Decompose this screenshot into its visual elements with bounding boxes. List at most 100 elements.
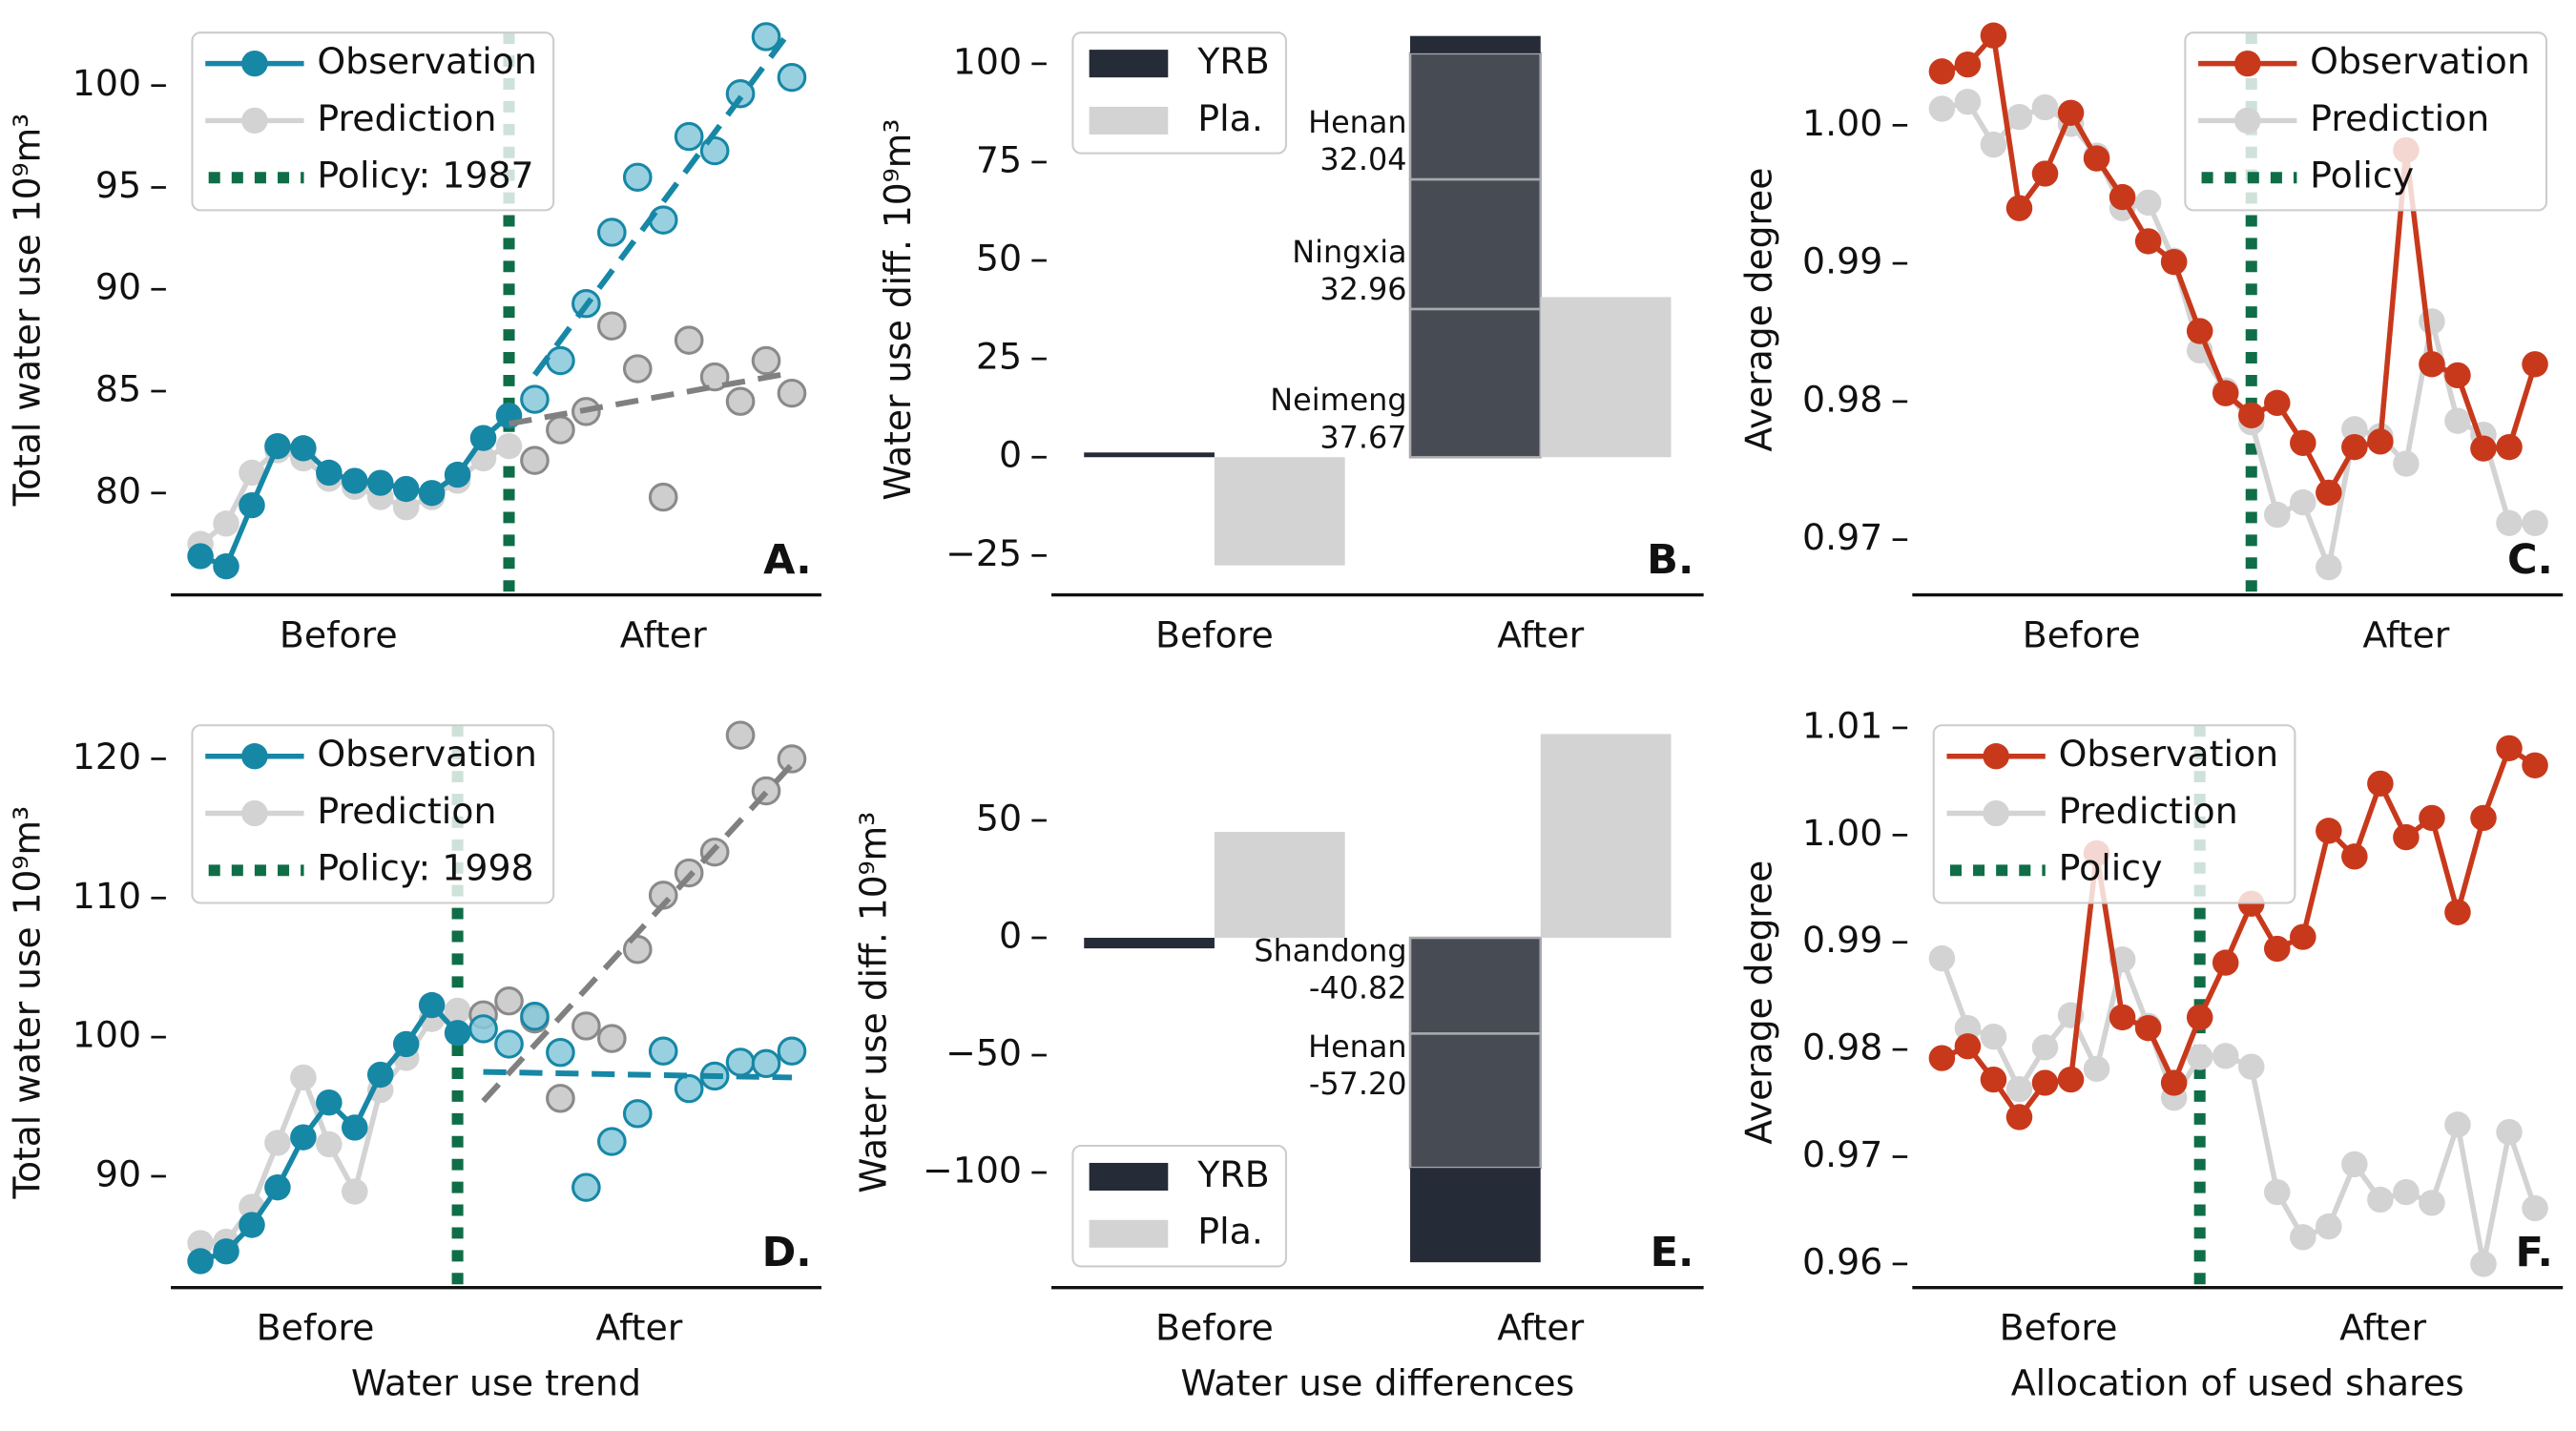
legend-marker [2233, 50, 2261, 77]
panel-label: D. [762, 1229, 812, 1276]
point [2522, 509, 2548, 536]
point [342, 1178, 368, 1205]
y-tick-label: 90 [95, 1153, 141, 1195]
point [725, 1047, 756, 1077]
point [777, 744, 807, 774]
legend-label: Prediction [317, 790, 496, 832]
y-axis-label: Water use diff. 10⁹m³ [852, 812, 894, 1193]
bar [1410, 1168, 1541, 1263]
point [366, 1061, 394, 1089]
point [342, 467, 368, 494]
panel-label: C. [2507, 536, 2553, 584]
point [699, 362, 730, 392]
point [1928, 95, 1956, 122]
legend-box [2184, 31, 2548, 212]
point [290, 1124, 317, 1151]
point [2083, 1055, 2110, 1083]
point [2316, 818, 2342, 844]
legend: Observation Prediction Policy: 1987 [191, 31, 555, 212]
panel-label: F. [2515, 1229, 2552, 1276]
point [520, 384, 550, 414]
bar [1214, 457, 1345, 566]
point [213, 1238, 239, 1265]
point [2470, 804, 2497, 832]
point [2393, 1178, 2420, 1206]
y-tick-label: 0.99 [1802, 240, 1882, 282]
y-tick-label: −25 [945, 532, 1022, 574]
y-tick-label: 0.99 [1802, 919, 1882, 961]
segment-bar [1408, 1032, 1543, 1170]
point [725, 79, 756, 109]
point [2419, 804, 2445, 832]
point [777, 1036, 807, 1066]
point [316, 459, 343, 487]
point [2212, 949, 2239, 976]
x-tick-label: After [595, 1307, 682, 1349]
segment-name: Henan [1308, 1030, 1406, 1065]
point [366, 469, 394, 496]
x-tick-label: Before [1155, 1307, 1274, 1349]
y-axis-label: Average degree [1737, 168, 1779, 452]
x-axis-label: Water use differences [1180, 1362, 1574, 1404]
legend-box [191, 31, 555, 212]
point [239, 491, 265, 519]
segment-value: -40.82 [1309, 972, 1407, 1006]
y-tick-label: 75 [976, 139, 1022, 181]
point [571, 1172, 601, 1202]
point [2109, 1004, 2136, 1031]
x-tick-label: After [1497, 614, 1584, 656]
legend-label: Pla. [1197, 97, 1263, 139]
point [2263, 389, 2291, 416]
x-tick-label: Before [280, 614, 398, 656]
legend-label: Prediction [2310, 97, 2489, 139]
point [2341, 433, 2368, 461]
point [2393, 450, 2420, 477]
legend-marker [241, 50, 268, 77]
point [596, 1024, 627, 1053]
segment-value: 32.96 [1319, 273, 1406, 307]
point [546, 345, 575, 376]
point [520, 1002, 550, 1031]
point [444, 997, 471, 1025]
point [2341, 416, 2368, 443]
trend-line [532, 27, 795, 377]
point [2186, 318, 2213, 344]
x-axis-label: Water use trend [351, 1362, 641, 1404]
legend-label: Policy: 1998 [317, 847, 533, 889]
legend-label: Prediction [2059, 790, 2238, 832]
point [622, 354, 653, 384]
point [2444, 899, 2471, 925]
point [2367, 770, 2394, 798]
point [2419, 1190, 2445, 1216]
point [2031, 93, 2059, 121]
point [2005, 195, 2033, 221]
legend-box [1932, 724, 2296, 904]
point [495, 433, 523, 460]
point [2393, 823, 2420, 851]
legend-marker [1983, 743, 2009, 770]
legend: Observation Prediction Policy [1932, 724, 2296, 904]
point [751, 1048, 781, 1079]
point [392, 494, 420, 521]
y-tick-label: 90 [95, 266, 141, 308]
point [2263, 935, 2291, 963]
y-tick-label: 100 [73, 1014, 141, 1056]
point [2186, 1044, 2213, 1070]
point [1928, 944, 1956, 972]
x-tick-label: After [2362, 614, 2449, 656]
point [2057, 99, 2085, 126]
point [2496, 509, 2523, 536]
x-tick-label: After [620, 614, 707, 656]
legend-box [191, 724, 555, 904]
legend-marker [2233, 107, 2261, 135]
point [2290, 429, 2316, 456]
bar [1084, 452, 1215, 458]
legend: YRB Pla. [1071, 1145, 1287, 1268]
point [2237, 1053, 2265, 1080]
segment-name: Neimeng [1270, 384, 1406, 418]
point [2005, 103, 2033, 131]
y-tick-label: 0 [999, 434, 1022, 476]
point [418, 991, 446, 1019]
